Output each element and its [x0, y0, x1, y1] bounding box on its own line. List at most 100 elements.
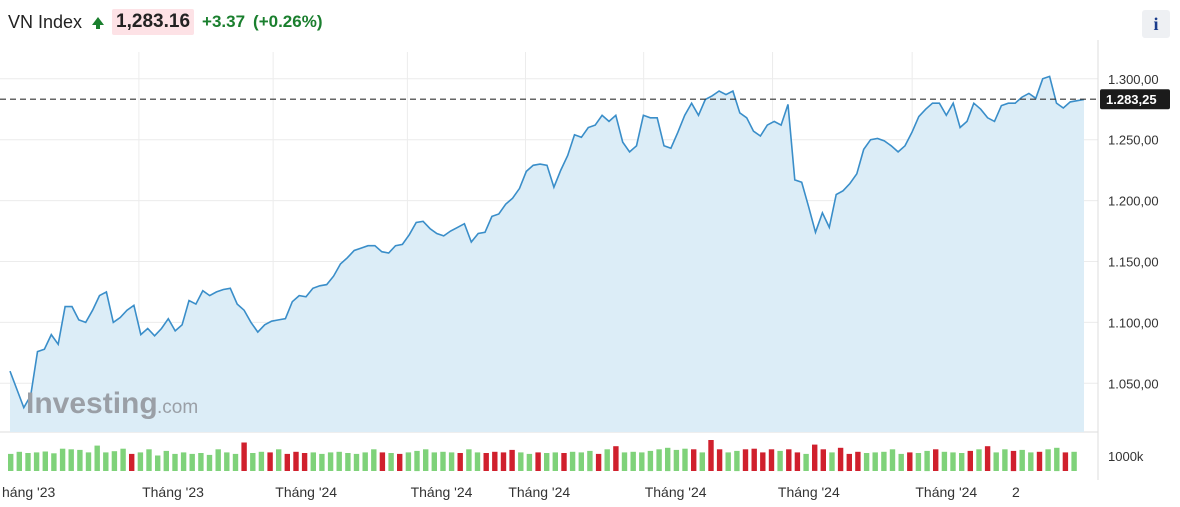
volume-bar: [301, 453, 308, 471]
volume-bar: [777, 450, 783, 472]
volume-bar: [578, 452, 584, 471]
price-line: [9, 75, 1085, 410]
volume-bar: [725, 452, 731, 471]
x-tick-label: Tháng '24: [915, 484, 977, 500]
volume-bar: [613, 446, 619, 471]
current-price-label: 1.283,25: [1106, 92, 1157, 107]
volume-bar: [232, 453, 239, 471]
x-tick-label: Tháng '24: [411, 484, 473, 500]
volume-bar: [829, 452, 835, 471]
x-axis-labels: háng '23 Tháng '23 Tháng '24 Tháng '24 Tháng…: [2, 484, 1020, 500]
volume-bar: [837, 447, 844, 472]
volume-bar: [397, 453, 403, 471]
volume-bar: [250, 453, 256, 471]
quote-header: VN Index 1,283.16 +3.37 (+0.26%): [8, 8, 322, 36]
volume-bar: [276, 449, 282, 471]
volume-bar: [327, 452, 334, 471]
x-tick-label: Tháng '23: [142, 484, 204, 500]
volume-bar: [198, 453, 204, 471]
volume-bar: [1028, 452, 1034, 471]
volume-bar: [691, 449, 697, 471]
price-change: +3.37: [202, 12, 246, 31]
volume-bar: [336, 451, 342, 471]
volume-bar: [68, 449, 74, 471]
volume-bar: [77, 449, 83, 471]
volume-bar: [915, 453, 922, 471]
info-button-label: i: [1153, 13, 1159, 34]
volume-bar: [129, 453, 135, 471]
volume-bar: [716, 449, 723, 471]
price-change-percent: (+0.26%): [253, 12, 323, 31]
volume-bar: [621, 452, 628, 471]
volume-bar: [889, 449, 896, 471]
x-tick-label: 2: [1012, 484, 1020, 500]
volume-bar: [345, 453, 351, 471]
volume-bar: [647, 450, 654, 472]
volume-bar: [933, 449, 939, 471]
volume-bar: [431, 452, 437, 471]
volume-bar: [656, 449, 662, 471]
volume-bar: [466, 449, 472, 471]
volume-bar: [1045, 449, 1051, 471]
volume-bar: [42, 451, 48, 471]
volume-bar: [353, 453, 360, 471]
volume-bar: [293, 451, 299, 471]
volume-bar: [552, 452, 558, 471]
y-tick-label: 1.100,00: [1108, 315, 1159, 330]
volume-bar: [25, 453, 31, 471]
volume-bar: [137, 452, 144, 471]
volume-bar: [639, 452, 645, 471]
volume-bar: [85, 452, 92, 471]
volume-bar: [812, 444, 818, 471]
volume-bar: [760, 452, 766, 471]
volume-bar: [708, 440, 714, 471]
volume-bar: [388, 453, 394, 471]
volume-bar: [103, 452, 109, 471]
volume-bar: [405, 452, 412, 471]
volume-bar: [423, 449, 429, 471]
volume-bar: [241, 442, 247, 471]
volume-bar: [206, 454, 213, 471]
volume-bar: [172, 453, 178, 471]
volume-bar: [863, 453, 870, 471]
volume-bar: [734, 450, 740, 472]
volume-bar: [483, 453, 489, 471]
volume-bar: [1019, 449, 1025, 471]
volume-bar: [941, 451, 948, 471]
volume-bar: [855, 451, 861, 471]
volume-bar: [258, 451, 265, 471]
volume-bar: [180, 452, 187, 471]
x-tick-label: Tháng '24: [508, 484, 570, 500]
volume-bar: [509, 449, 515, 471]
volume-bar: [751, 448, 757, 471]
volume-bar: [742, 449, 749, 471]
volume-bar: [518, 452, 524, 471]
volume-bar: [215, 449, 221, 471]
volume-bar: [1062, 452, 1069, 471]
volume-bar: [967, 450, 973, 472]
volume-bar: [699, 452, 705, 471]
volume-bar: [786, 449, 792, 471]
volume-bar: [872, 452, 878, 471]
investing-logo: Investing .com: [26, 387, 198, 420]
volume-bar: [189, 453, 195, 471]
volume-bar: [846, 453, 852, 471]
volume-bar: [51, 453, 57, 471]
volume-bar: [673, 449, 680, 471]
volume-bar: [371, 449, 377, 471]
volume-bar: [1054, 447, 1060, 472]
volume-bar: [362, 452, 368, 471]
volume-bar: [448, 452, 455, 471]
volume-bar: [984, 446, 991, 471]
info-icon[interactable]: i: [1142, 10, 1170, 38]
volume-bar: [492, 451, 498, 471]
volume-bar: [544, 453, 550, 471]
volume-bar: [604, 449, 610, 471]
volume-bar: [500, 452, 507, 471]
volume-bar: [665, 447, 671, 472]
up-arrow-icon: [92, 17, 105, 29]
x-tick-label: Tháng '24: [275, 484, 337, 500]
volume-bar: [267, 452, 273, 471]
volume-bar: [907, 452, 913, 471]
